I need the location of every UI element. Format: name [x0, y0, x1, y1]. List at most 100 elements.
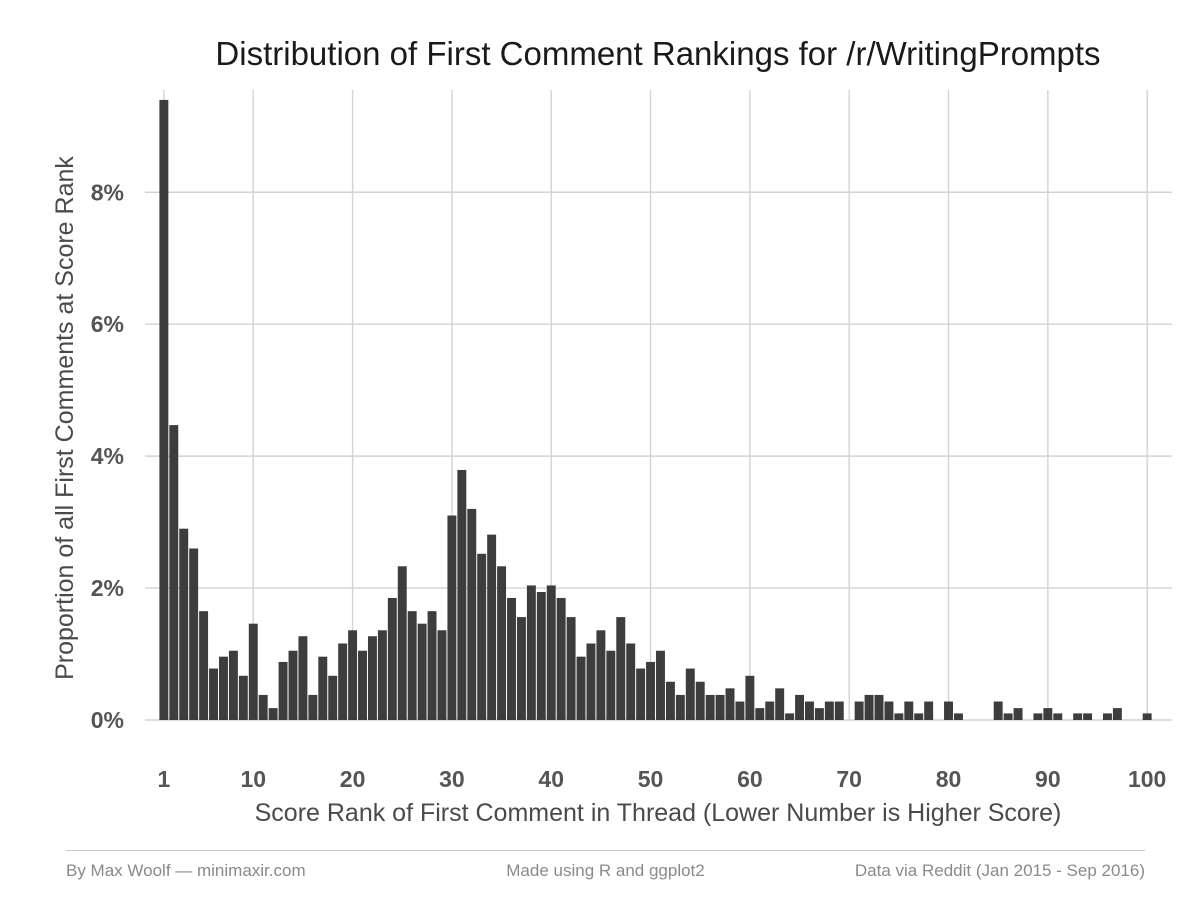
bar — [675, 694, 685, 720]
bar — [387, 597, 397, 720]
y-tick-label: 4% — [91, 443, 124, 469]
bar — [258, 694, 268, 720]
bar — [665, 681, 675, 720]
x-tick-label: 10 — [240, 766, 266, 792]
bar — [358, 650, 367, 720]
bar — [725, 688, 735, 720]
y-axis-title: Proportion of all First Comments at Scor… — [51, 156, 79, 680]
bar — [705, 694, 715, 720]
bar — [785, 713, 795, 720]
bar — [616, 617, 626, 720]
bar — [606, 650, 616, 720]
bar — [199, 611, 209, 720]
bar — [765, 701, 775, 720]
bar — [169, 425, 179, 720]
y-tick-label: 0% — [91, 707, 124, 733]
bar — [894, 713, 904, 720]
bar — [685, 668, 695, 720]
bar — [1112, 708, 1122, 720]
bar — [248, 623, 258, 720]
y-tick-label: 6% — [91, 311, 124, 337]
x-tick-label: 60 — [737, 766, 763, 792]
bars — [159, 99, 1152, 721]
bar — [318, 656, 328, 720]
bar — [874, 694, 884, 720]
bar — [914, 713, 924, 720]
bar — [278, 661, 288, 720]
bar — [367, 636, 377, 720]
bar — [536, 592, 546, 720]
footer-tools: Made using R and ggplot2 — [506, 861, 705, 880]
bar — [596, 630, 606, 720]
bar — [268, 708, 278, 720]
x-tick-label: 90 — [1035, 766, 1061, 792]
bar — [228, 650, 238, 720]
bar — [477, 553, 487, 720]
bar — [924, 701, 934, 720]
x-tick-label: 40 — [538, 766, 564, 792]
x-axis-title: Score Rank of First Comment in Thread (L… — [255, 799, 1062, 827]
bar — [715, 694, 725, 720]
bar — [864, 694, 874, 720]
bar — [656, 650, 665, 720]
bar — [1073, 713, 1083, 720]
bar — [507, 597, 516, 720]
bar — [795, 694, 805, 720]
footer-author: By Max Woolf — minimaxir.com — [66, 861, 306, 880]
bar — [1142, 713, 1152, 720]
bar — [427, 611, 437, 720]
bar — [417, 623, 427, 720]
bar — [576, 656, 586, 720]
bar — [1053, 713, 1063, 720]
bar — [1013, 708, 1023, 720]
bar — [377, 630, 387, 720]
bar — [1003, 713, 1013, 720]
bar — [457, 469, 467, 720]
chart-title: Distribution of First Comment Rankings f… — [215, 35, 1100, 72]
bar — [397, 566, 407, 720]
bar — [556, 597, 566, 720]
bar — [516, 617, 526, 720]
bar — [805, 701, 814, 720]
bar — [854, 701, 864, 720]
bar — [1033, 713, 1043, 720]
bar — [526, 585, 536, 720]
bar — [487, 534, 497, 720]
bar — [695, 681, 705, 720]
bar — [745, 675, 755, 720]
bar — [218, 656, 228, 720]
bar — [308, 694, 318, 720]
bar — [993, 701, 1003, 720]
bar — [755, 708, 765, 720]
x-tick-label: 30 — [439, 766, 465, 792]
bar — [884, 701, 894, 720]
bar — [238, 675, 248, 720]
bar — [904, 701, 914, 720]
bar — [626, 643, 636, 720]
footer-source: Data via Reddit (Jan 2015 - Sep 2016) — [854, 861, 1145, 880]
bar — [348, 630, 358, 720]
bar — [159, 99, 169, 721]
x-tick-labels: 1 10 20 30 40 50 60 70 80 90 100 — [157, 766, 1166, 792]
gridlines — [145, 90, 1172, 721]
bar — [646, 661, 656, 720]
bar — [735, 701, 745, 720]
bar — [834, 701, 844, 720]
bar — [566, 617, 576, 720]
bar — [586, 643, 596, 720]
bar — [407, 611, 417, 720]
x-tick-label: 50 — [638, 766, 664, 792]
bar — [636, 668, 646, 720]
x-tick-label: 20 — [340, 766, 366, 792]
y-tick-label: 2% — [91, 575, 124, 601]
chart: Distribution of First Comment Rankings f… — [51, 35, 1172, 827]
bar — [546, 585, 556, 720]
bar — [1043, 708, 1053, 720]
bar — [953, 713, 963, 720]
bar — [944, 701, 953, 720]
y-tick-label: 8% — [91, 179, 124, 205]
bar — [288, 650, 298, 720]
bar — [1102, 713, 1112, 720]
y-tick-labels: 0% 2% 4% 6% 8% — [91, 179, 124, 733]
x-tick-label: 70 — [836, 766, 862, 792]
